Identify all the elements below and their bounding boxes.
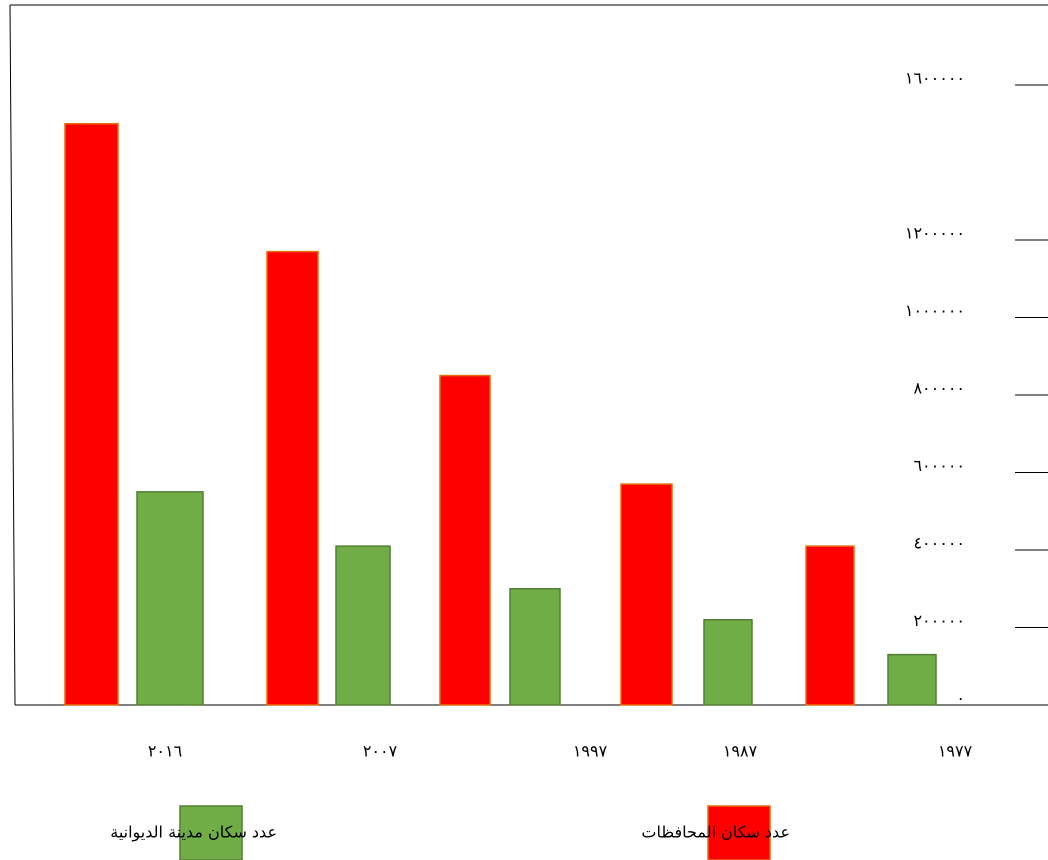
x-tick-label: ١٩٨٧ <box>723 742 758 761</box>
bar <box>805 545 855 706</box>
legend-label: عدد سكان مدينة الديوانية <box>110 823 277 843</box>
x-tick-label: ٢٠٠٧ <box>363 742 398 761</box>
y-tick-label: ١٦٠٠٠٠٠ <box>905 69 965 88</box>
bar <box>266 250 319 706</box>
bar <box>509 588 561 706</box>
bar <box>439 374 491 706</box>
y-tick-label: ٢٠٠٠٠٠ <box>913 611 965 630</box>
frame-left <box>9 4 16 706</box>
legend-swatch <box>179 805 243 860</box>
y-tick-label: ١٠٠٠٠٠٠ <box>905 301 965 320</box>
y-tick-label: ٦٠٠٠٠٠ <box>913 456 965 475</box>
x-tick-label: ١٩٧٧ <box>938 742 973 761</box>
bar <box>703 619 753 706</box>
y-tick-label: ١٢٠٠٠٠٠ <box>905 224 965 243</box>
bar <box>64 123 119 706</box>
bar <box>620 483 673 706</box>
x-tick-label: ٢٠١٦ <box>148 742 182 761</box>
x-tick-label: ١٩٩٧ <box>573 742 608 761</box>
y-tick-label: ٤٠٠٠٠٠ <box>913 534 965 553</box>
y-tick-label: ٨٠٠٠٠٠ <box>913 379 965 398</box>
bar <box>887 653 937 706</box>
legend-swatch <box>707 805 771 860</box>
y-tick-label: ٠ <box>956 689 965 708</box>
bar <box>136 491 204 706</box>
legend-label: عدد سكان المحافظات <box>641 823 790 842</box>
bar <box>335 545 391 706</box>
